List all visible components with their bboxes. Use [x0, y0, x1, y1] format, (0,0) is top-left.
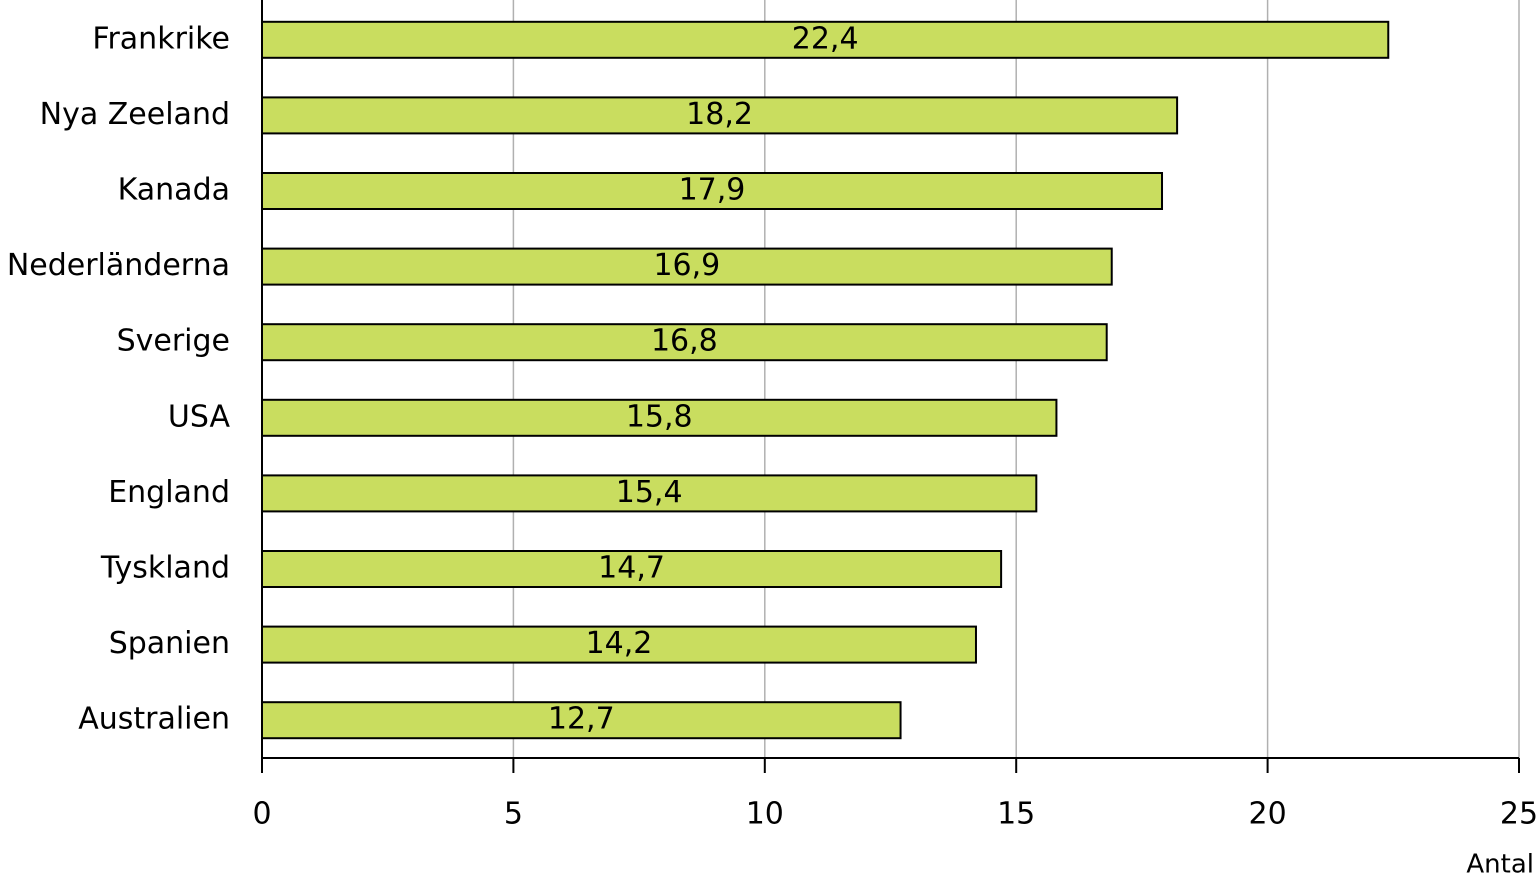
bar: [261, 247, 1113, 286]
value-label: 16,8: [651, 324, 718, 359]
value-label: 14,2: [586, 626, 653, 661]
x-tick-label: 10: [746, 797, 784, 832]
y-tick-label: Sverige: [117, 324, 230, 359]
bar: [261, 701, 902, 740]
y-tick-label: Australien: [78, 702, 230, 737]
x-tick-label: 5: [504, 797, 523, 832]
bar: [261, 323, 1108, 362]
x-tick-label: 20: [1249, 797, 1287, 832]
value-label: 22,4: [792, 21, 859, 56]
bar: [261, 96, 1179, 135]
y-tick-label: Tyskland: [100, 551, 230, 586]
bar: [261, 625, 977, 664]
y-tick-label: England: [108, 475, 230, 510]
x-tick-label: 15: [997, 797, 1035, 832]
y-tick-label: USA: [168, 399, 231, 434]
bar: [261, 398, 1058, 437]
y-tick-label: Spanien: [109, 626, 230, 661]
x-axis-label: Antal: [1466, 850, 1534, 880]
value-label: 14,7: [598, 551, 665, 586]
x-tick-label: 25: [1500, 797, 1536, 832]
bar: [261, 20, 1390, 59]
value-label: 16,9: [653, 248, 720, 283]
bar: [261, 474, 1038, 513]
value-label: 15,8: [626, 399, 693, 434]
y-tick-label: Nederländerna: [7, 248, 230, 283]
value-label: 15,4: [616, 475, 683, 510]
value-label: 12,7: [548, 702, 615, 737]
y-tick-label: Kanada: [118, 173, 230, 208]
y-tick-label: Nya Zeeland: [40, 97, 230, 132]
x-tick-label: 0: [252, 797, 271, 832]
y-tick-label: Frankrike: [92, 21, 230, 56]
value-label: 17,9: [679, 173, 746, 208]
value-label: 18,2: [686, 97, 753, 132]
